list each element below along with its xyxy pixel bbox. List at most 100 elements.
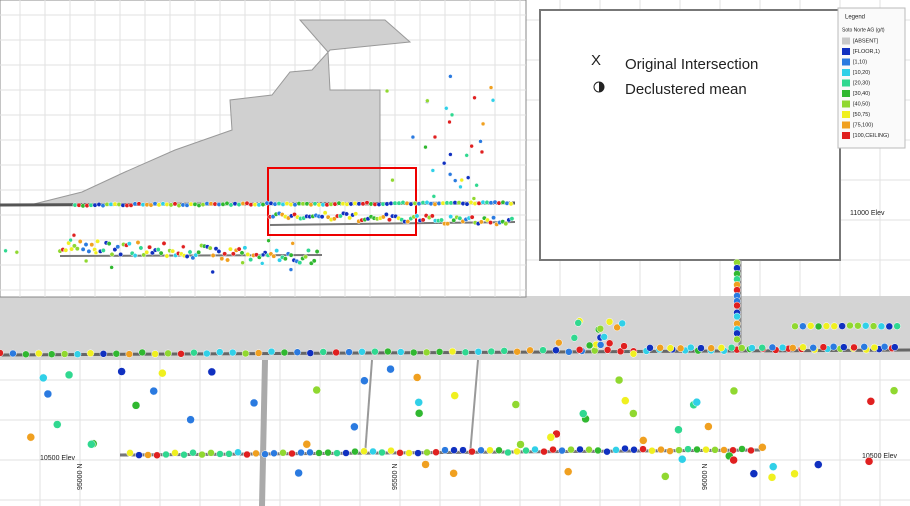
legend-swatch	[842, 100, 850, 108]
sample-dot	[225, 450, 233, 458]
sample-dot	[92, 202, 98, 208]
sample-dot	[292, 202, 298, 208]
sample-dot	[63, 247, 69, 253]
sample-dot	[448, 214, 454, 220]
sample-dot	[322, 210, 328, 216]
sample-dot	[207, 449, 215, 457]
sample-dot	[452, 178, 458, 183]
sample-dot	[405, 219, 411, 225]
sample-dot	[503, 221, 509, 227]
sample-dot	[383, 211, 389, 217]
sample-dot	[447, 172, 453, 177]
sample-dot	[511, 400, 521, 409]
sample-dot	[585, 341, 594, 350]
sample-dot	[125, 350, 134, 358]
inset-map	[0, 0, 527, 298]
sample-dot	[260, 252, 266, 258]
sample-dot	[733, 301, 741, 310]
sample-dot	[396, 449, 404, 457]
sample-dot	[729, 446, 737, 454]
northing-label: 95000 N	[77, 464, 84, 490]
orebody	[29, 19, 412, 206]
sample-dot	[248, 257, 254, 263]
sample-dot	[290, 241, 295, 246]
sample-dot	[720, 446, 728, 454]
sample-dot	[864, 457, 874, 466]
sample-dot	[308, 202, 314, 208]
sample-dot	[243, 450, 251, 459]
sample-dot	[360, 447, 368, 456]
sample-dot	[305, 248, 311, 253]
legend-label: [40,50)	[853, 101, 870, 107]
sample-dot	[488, 85, 494, 90]
sample-dot	[469, 214, 475, 220]
sample-dot	[192, 201, 198, 207]
sample-dot	[854, 321, 862, 330]
sample-dot	[693, 445, 701, 454]
sample-dot	[196, 202, 202, 208]
sample-dot	[758, 443, 767, 452]
sample-dot	[234, 448, 242, 456]
sample-dot	[228, 348, 237, 357]
sample-dot	[860, 343, 868, 351]
sample-dot	[478, 139, 483, 144]
sample-dot	[500, 347, 508, 355]
sample-dot	[96, 202, 102, 207]
sample-dot	[441, 160, 447, 166]
sample-dot	[390, 177, 395, 183]
sample-dot	[420, 217, 426, 223]
sample-dot	[392, 200, 398, 206]
sample-dot	[280, 201, 286, 207]
sample-dot	[458, 184, 463, 190]
sample-dot	[414, 409, 424, 418]
sample-dot	[578, 409, 588, 418]
sample-dot	[420, 200, 426, 206]
sample-dot	[603, 447, 611, 456]
sample-dot	[95, 238, 101, 244]
sample-dot	[168, 202, 174, 208]
sample-dot	[546, 433, 556, 442]
sample-dot	[404, 200, 410, 206]
sample-dot	[126, 449, 134, 457]
sample-dot	[471, 196, 477, 201]
sample-dot	[204, 201, 210, 207]
sample-dot	[160, 201, 166, 207]
sample-dot	[210, 252, 216, 258]
sample-dot	[707, 344, 715, 352]
sample-dot	[388, 200, 394, 206]
sample-dot	[612, 446, 620, 454]
sample-dot	[408, 201, 414, 207]
sample-dot	[687, 343, 695, 352]
sample-dot	[352, 200, 358, 206]
sample-dot	[500, 199, 506, 205]
sample-dot	[778, 343, 787, 352]
sample-dot	[315, 449, 323, 457]
sample-dot	[236, 202, 242, 207]
sample-dot	[378, 448, 386, 457]
sample-dot	[629, 350, 638, 358]
sample-dot	[666, 344, 675, 352]
sample-dot	[203, 349, 211, 358]
sample-dot	[540, 447, 548, 456]
sample-dot	[138, 245, 144, 251]
sample-dot	[444, 106, 449, 111]
sample-dot	[585, 445, 593, 454]
sample-dot	[614, 375, 624, 385]
sample-dot	[73, 350, 82, 358]
sample-dot	[259, 261, 265, 266]
key-label: Declustered mean	[625, 81, 747, 98]
sample-dot	[9, 349, 17, 358]
legend-label: [50,75)	[853, 112, 870, 118]
sample-dot	[448, 200, 454, 206]
sample-dot	[729, 455, 738, 465]
sample-dot	[135, 451, 143, 459]
sample-dot	[620, 342, 628, 350]
sample-dot	[115, 244, 121, 250]
sample-dot	[222, 251, 228, 257]
legend-label: [ABSENT]	[853, 38, 879, 44]
sample-dot	[425, 98, 430, 104]
legend-swatch	[842, 90, 850, 97]
sample-dot	[228, 202, 234, 208]
sample-dot	[555, 338, 563, 347]
sample-dot	[738, 344, 746, 352]
